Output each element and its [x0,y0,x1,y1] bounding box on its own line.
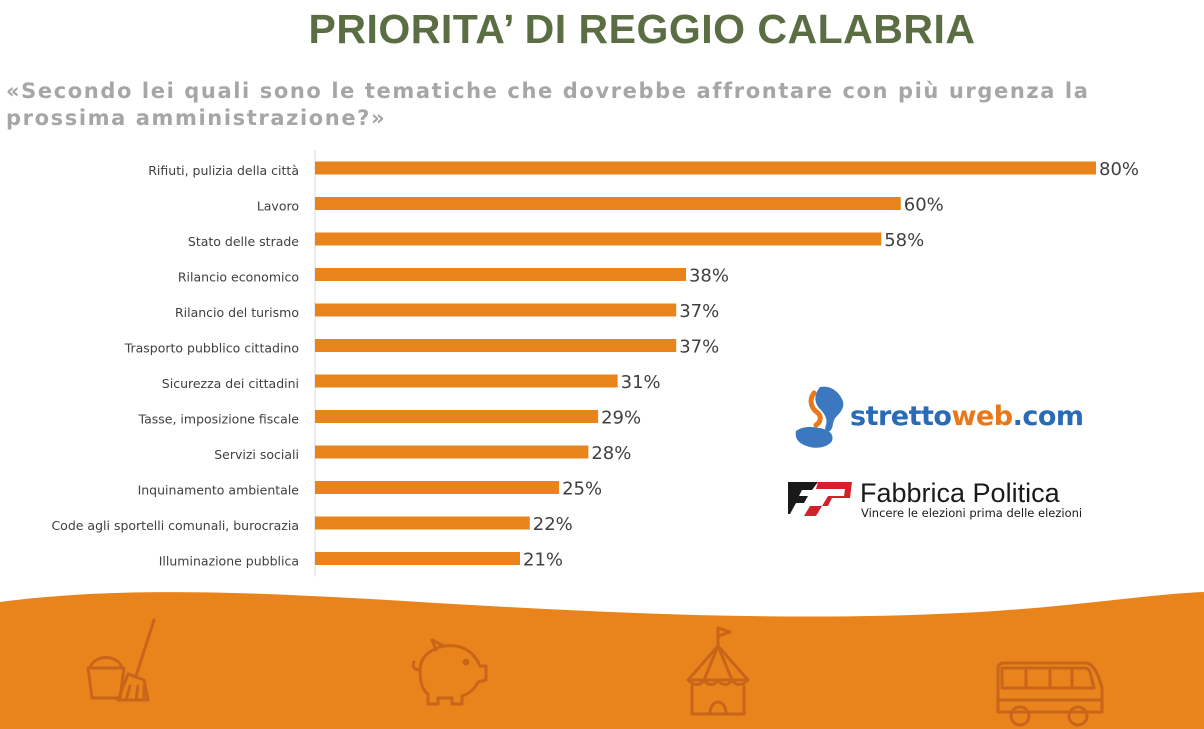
category-label: Rilancio economico [178,270,299,285]
value-label: 37% [679,301,719,322]
bar [315,481,560,494]
bar [315,445,589,459]
value-label: 37% [679,337,719,358]
category-label: Stato delle strade [188,234,299,249]
footer-band [0,592,1204,729]
value-label: 21% [523,550,563,571]
category-label: Inquinamento ambientale [138,483,300,498]
value-label: 80% [1099,159,1139,180]
value-label: 31% [621,372,661,393]
category-label: Servizi sociali [214,447,299,462]
category-label: Rilancio del turismo [175,305,299,320]
strettoweb-logo: strettoweb.com [790,383,1110,458]
bar-chart: Rifiuti, pulizia della città 80% Lavoro 60%… [51,150,1139,577]
value-label: 22% [533,514,573,535]
category-label: Lavoro [257,199,299,214]
page-subtitle: «Secondo lei quali sono le tematiche che… [6,79,1090,130]
bar [315,374,618,388]
bar [315,161,1096,175]
value-label: 38% [689,266,729,287]
circus-tent-icon [686,626,750,716]
bar [315,303,677,317]
category-label: Rifiuti, pulizia della città [148,163,299,178]
value-label: 60% [904,195,944,216]
value-label: 25% [562,479,602,500]
bar [315,410,599,423]
category-label: Trasporto pubblico cittadino [124,341,299,356]
value-label: 29% [601,408,641,429]
value-label: 28% [591,443,631,464]
bar [315,552,521,565]
category-label: Code agli sportelli comunali, burocrazia [51,518,299,533]
bar [315,268,686,281]
value-label: 58% [884,230,924,251]
category-label: Illuminazione pubblica [159,554,299,569]
bar [315,197,901,210]
strettoweb-wordmark: strettoweb.com [850,401,1084,432]
bus-icon [996,661,1104,727]
category-label: Sicurezza dei cittadini [162,376,299,391]
category-label: Tasse, imposizione fiscale [138,412,300,427]
page-title: PRIORITA’ DI REGGIO CALABRIA [308,6,976,52]
fabbrica-politica-tagline: Vincere le elezioni prima delle elezioni [861,506,1083,520]
bar [315,232,882,246]
bar [315,516,530,530]
sicily-calabria-map-icon [795,386,844,448]
piggy-bank-icon [411,638,488,706]
fabbrica-politica-name: Fabbrica Politica [860,478,1060,508]
fabbrica-politica-logo: Fabbrica Politica Vincere le elezioni pr… [788,476,1108,526]
fabbrica-politica-mark-icon [788,482,852,516]
broom-bucket-icon [86,618,156,702]
bar [315,339,677,352]
